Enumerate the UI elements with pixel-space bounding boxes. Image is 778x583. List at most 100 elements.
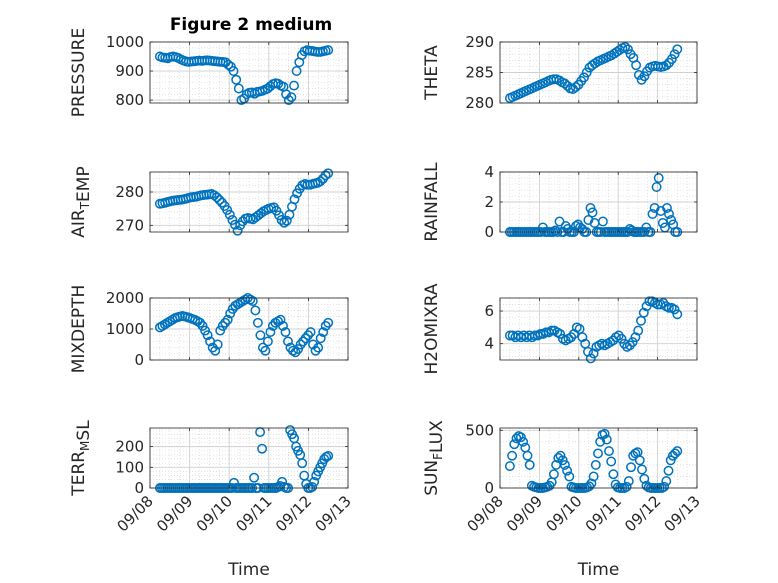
x-tick-label: 09/11: [232, 492, 275, 535]
data-point: [518, 436, 529, 447]
data-point: [559, 78, 570, 89]
data-point: [197, 320, 208, 331]
data-point: [577, 332, 588, 343]
y-tick-label: 900: [115, 62, 144, 80]
y-axis-label: TERRMSL: [69, 420, 94, 497]
data-point: [606, 456, 617, 467]
data-point: [276, 215, 287, 225]
data-point: [215, 325, 226, 336]
data-point: [207, 342, 218, 353]
data-point: [562, 465, 573, 476]
y-axis-label: H2OMIXRA: [422, 283, 442, 374]
data-point: [295, 339, 306, 350]
y-tick-label: 280: [115, 183, 144, 201]
data-point: [281, 89, 292, 100]
axes-frame: [149, 427, 349, 489]
data-point: [599, 428, 610, 439]
data-point: [672, 44, 683, 55]
data-point: [593, 448, 603, 459]
data-point: [669, 304, 680, 315]
data-point: [555, 450, 566, 461]
data-point: [308, 339, 319, 350]
x-axis-label: Time: [227, 560, 270, 580]
data-point: [231, 74, 242, 85]
data-point: [653, 173, 664, 183]
data-point: [279, 217, 290, 228]
data-point: [663, 465, 674, 476]
data-point: [670, 448, 681, 459]
data-point: [222, 205, 233, 215]
y-tick-label: 1000: [106, 320, 144, 338]
data-point: [661, 60, 672, 71]
axes-frame: [499, 427, 698, 489]
data-point: [247, 296, 258, 307]
y-axis-label: PRESSURE: [69, 28, 89, 117]
data-point: [585, 203, 596, 213]
data-point: [320, 170, 331, 181]
data-point: [515, 432, 526, 443]
data-point: [233, 83, 244, 94]
data-point: [212, 339, 223, 350]
data-point: [639, 71, 650, 82]
data-point: [569, 328, 579, 339]
data-point: [666, 54, 677, 65]
chart-title: Figure 2 medium: [170, 15, 332, 35]
data-point: [587, 207, 598, 218]
y-axis-label: SUNFLUX: [422, 420, 447, 496]
y-tick-label: 500: [465, 421, 494, 439]
data-point: [318, 327, 329, 338]
data-point: [633, 325, 644, 336]
y-tick-label: 4: [484, 335, 494, 353]
data-point: [672, 446, 683, 457]
data-point: [313, 342, 324, 353]
data-point: [604, 446, 614, 457]
data-point: [601, 434, 612, 445]
data-point: [298, 336, 309, 347]
data-point: [672, 309, 683, 320]
data-point: [588, 471, 599, 482]
data-point: [217, 320, 228, 331]
y-tick-label: 1000: [106, 33, 144, 51]
y-tick-label: 100: [115, 458, 144, 476]
data-point: [659, 481, 670, 492]
data-point: [291, 66, 302, 76]
data-point: [257, 342, 268, 353]
x-tick-label: 09/12: [621, 492, 664, 535]
y-tick-label: 0: [134, 479, 144, 497]
data-point: [524, 459, 535, 470]
y-axis-label: MIXDEPTH: [69, 285, 89, 374]
y-tick-label: 0: [134, 351, 144, 369]
data-point: [280, 327, 291, 338]
y-tick-label: 2: [484, 193, 494, 211]
data-point: [260, 345, 271, 356]
data-point: [665, 455, 676, 466]
data-point: [265, 327, 276, 338]
axes-frame: [149, 41, 349, 104]
data-point: [159, 319, 170, 330]
data-point: [586, 478, 597, 489]
y-tick-label: 0: [484, 479, 494, 497]
data-point: [637, 464, 647, 475]
x-tick-label: 09/08: [114, 492, 157, 535]
x-tick-label: 09/08: [464, 492, 507, 535]
data-point: [274, 210, 284, 221]
x-axis-label: Time: [577, 560, 620, 580]
y-tick-label: 800: [115, 91, 144, 109]
data-point: [557, 455, 568, 466]
x-tick-label: 09/10: [193, 492, 236, 535]
subplot-5: 0 1000 2000 MIXDEPTH: [69, 285, 349, 374]
data-point: [297, 458, 308, 469]
subplot-1: 800 900 1000 PRESSURE: [69, 28, 349, 117]
data-point: [626, 462, 636, 473]
y-tick-label: 0: [484, 223, 494, 241]
y-tick-label: 6: [484, 302, 494, 320]
data-point: [634, 455, 645, 466]
data-point: [223, 59, 234, 70]
data-point: [227, 215, 238, 225]
data-point: [555, 328, 566, 339]
data-point: [262, 336, 273, 347]
data-point: [278, 320, 288, 331]
data-point: [220, 317, 231, 328]
